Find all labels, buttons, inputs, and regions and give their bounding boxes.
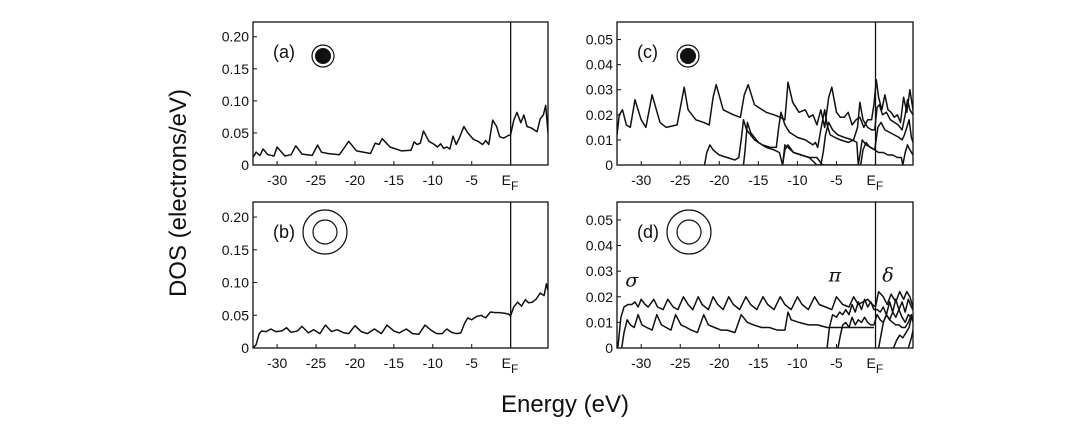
- x-tick-label: -10: [787, 172, 807, 188]
- series-delta-lower: [891, 316, 913, 348]
- y-tick-label: 0.10: [222, 275, 249, 291]
- panels: 00.050.100.150.20-30 -25 -20 -15 -10 -5 EF(a)0…: [222, 21, 914, 376]
- x-tick-label: -5: [830, 355, 843, 371]
- y-tick-label: 0.05: [222, 307, 249, 323]
- x-tick-label: -5: [465, 355, 478, 371]
- y-tick-label: 0.02: [586, 289, 613, 305]
- x-tick-label: -30: [631, 355, 651, 371]
- y-tick-label: 0.01: [586, 132, 613, 148]
- series-pi-upper: [826, 298, 913, 348]
- series-band-1: [617, 78, 913, 135]
- series-sigma-upper: [617, 290, 913, 348]
- panel-c: 0 0.01 0.02 0.03 0.04 0.05 -30 -25 -20 -15 -10 -5 EF…: [586, 21, 914, 193]
- panel-a: 0 0.05 0.10 0.15 0.20 -30 -25 -20 -15 -10 -5 EF (a): [222, 21, 549, 193]
- series-total: [253, 104, 548, 158]
- series-band-4: [781, 141, 913, 165]
- x-tick-label: -15: [748, 172, 768, 188]
- x-tick-label: -20: [345, 172, 365, 188]
- y-tick-label: 0: [605, 157, 613, 173]
- x-tick-label: -15: [384, 355, 404, 371]
- plot-frame: [616, 21, 914, 166]
- y-tick-label: 0.04: [586, 57, 613, 73]
- panel-label: (b): [273, 222, 295, 242]
- series-delta-upper: [877, 313, 913, 348]
- panel-label: (a): [273, 42, 295, 62]
- x-tick-label: -5: [830, 172, 843, 188]
- y-tick-label: 0.04: [586, 238, 613, 254]
- fermi-level-label: EF: [502, 172, 519, 193]
- x-tick-label: -5: [465, 172, 478, 188]
- y-tick-label: 0.05: [222, 125, 249, 141]
- x-axis-title: Energy (eV): [501, 391, 629, 418]
- double-ring-icon: [302, 209, 348, 255]
- annotation-label: π: [828, 264, 842, 286]
- series-total: [253, 283, 548, 348]
- double-ring-icon: [666, 209, 712, 255]
- x-tick-label: -25: [306, 355, 326, 371]
- filled-core-circle-icon: [311, 44, 335, 68]
- series-band-2: [703, 99, 913, 165]
- panel-label: (c): [637, 42, 658, 62]
- y-tick-label: 0.20: [222, 29, 249, 45]
- fermi-level-label: EF: [867, 172, 884, 193]
- plot-frame: [252, 201, 549, 349]
- x-tick-label: -10: [787, 355, 807, 371]
- x-tick-label: -30: [267, 172, 287, 188]
- plot-frame: [616, 201, 914, 349]
- fermi-level-label: EF: [867, 355, 884, 376]
- x-tick-label: -25: [670, 355, 690, 371]
- y-tick-label: 0.10: [222, 93, 249, 109]
- y-tick-label: 0.01: [586, 314, 613, 330]
- series-delta-edge: [907, 329, 913, 348]
- series-band-3: [742, 119, 913, 165]
- filled-core-circle-icon: [676, 44, 700, 68]
- x-tick-label: -25: [670, 172, 690, 188]
- panel-d: 0 0.01 0.02 0.03 0.04 0.05 -30 -25 -20 -15 -10 -5 EF…: [586, 201, 914, 376]
- y-tick-label: 0: [241, 340, 249, 356]
- y-tick-label: 0.05: [586, 32, 613, 48]
- annotation-label: δ: [882, 264, 893, 286]
- y-tick-label: 0.15: [222, 61, 249, 77]
- y-tick-label: 0: [605, 340, 613, 356]
- x-tick-label: -10: [423, 172, 443, 188]
- y-tick-label: 0.02: [586, 107, 613, 123]
- y-tick-label: 0.15: [222, 242, 249, 258]
- x-tick-label: -20: [709, 355, 729, 371]
- fermi-level-label: EF: [502, 355, 519, 376]
- annotation-label: σ: [625, 270, 639, 292]
- x-tick-label: -20: [709, 172, 729, 188]
- y-tick-label: 0.05: [586, 212, 613, 228]
- x-tick-label: -20: [345, 355, 365, 371]
- plot-frame: [252, 21, 549, 166]
- x-tick-label: -30: [631, 172, 651, 188]
- x-tick-label: -30: [267, 355, 287, 371]
- series-sigma-lower: [620, 311, 874, 348]
- x-tick-label: -15: [748, 355, 768, 371]
- x-tick-label: -15: [384, 172, 404, 188]
- y-tick-label: 0.03: [586, 82, 613, 98]
- x-tick-label: -25: [306, 172, 326, 188]
- y-tick-label: 0.20: [222, 209, 249, 225]
- y-tick-label: 0.03: [586, 263, 613, 279]
- y-tick-label: 0: [241, 157, 249, 173]
- x-tick-label: -10: [423, 355, 443, 371]
- panel-label: (d): [637, 222, 659, 242]
- y-axis-title: DOS (electrons/eV): [165, 89, 192, 297]
- panel-b: 0 0.05 0.10 0.15 0.20 -30 -25 -20 -15 -10 -5 EF (b): [222, 201, 549, 376]
- series-pi-lower: [837, 308, 913, 348]
